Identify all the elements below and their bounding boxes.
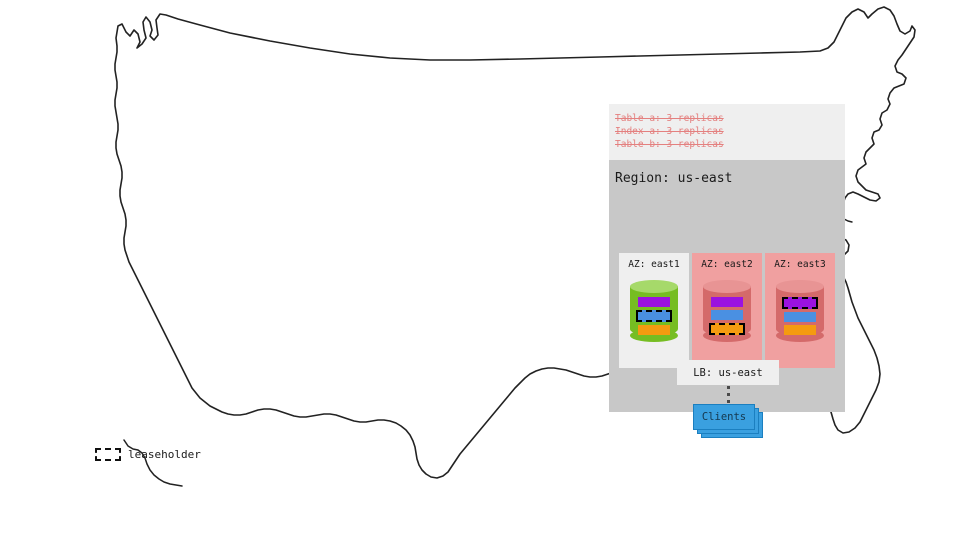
clients-stack[interactable]: Clients [693, 404, 763, 438]
schema-line-table-b: Table b: 3 replicas [615, 139, 724, 150]
database-cylinder-east2 [703, 280, 751, 342]
load-balancer-label: LB: us-east [693, 366, 763, 379]
leaseholder-swatch-icon [95, 448, 121, 461]
cylinder-top-cap [630, 280, 678, 293]
range-replicas-east2 [703, 293, 751, 339]
database-cylinder-east1 [630, 280, 678, 342]
range-index-a [711, 310, 743, 320]
legend-label: leaseholder [128, 448, 201, 461]
range-table-b [638, 325, 670, 335]
range-table-b-leaseholder [709, 323, 745, 335]
availability-zone-row: AZ: east1 AZ: east2 [619, 253, 835, 368]
range-table-a [711, 297, 743, 307]
az-label-east1: AZ: east1 [628, 259, 680, 270]
az-label-east3: AZ: east3 [774, 259, 826, 270]
cylinder-top-cap [776, 280, 824, 293]
schema-line-table-a: Table a: 3 replicas [615, 113, 724, 124]
clients-label: Clients [701, 411, 747, 423]
az-box-east1[interactable]: AZ: east1 [619, 253, 689, 368]
legend: leaseholder [95, 448, 201, 461]
clients-card-front[interactable]: Clients [693, 404, 755, 430]
az-box-east2[interactable]: AZ: east2 [692, 253, 762, 368]
range-table-b [784, 325, 816, 335]
range-table-a [638, 297, 670, 307]
load-balancer-box[interactable]: LB: us-east [677, 360, 779, 385]
range-replicas-east3 [776, 293, 824, 339]
range-index-a-leaseholder [636, 310, 672, 322]
az-label-east2: AZ: east2 [701, 259, 753, 270]
schema-line-index-a: Index a: 3 replicas [615, 126, 724, 137]
cylinder-top-cap [703, 280, 751, 293]
range-index-a [784, 312, 816, 322]
az-box-east3[interactable]: AZ: east3 [765, 253, 835, 368]
database-cylinder-east3 [776, 280, 824, 342]
region-container: Region: us-east AZ: east1 AZ: [609, 160, 845, 438]
schema-summary: Table a: 3 replicas Index a: 3 replicas … [609, 104, 845, 160]
region-title: Region: us-east [615, 171, 733, 186]
range-table-a-leaseholder [782, 297, 818, 309]
lb-clients-connector [727, 386, 730, 403]
cluster-diagram-panel: Table a: 3 replicas Index a: 3 replicas … [609, 104, 845, 438]
range-replicas-east1 [630, 293, 678, 339]
